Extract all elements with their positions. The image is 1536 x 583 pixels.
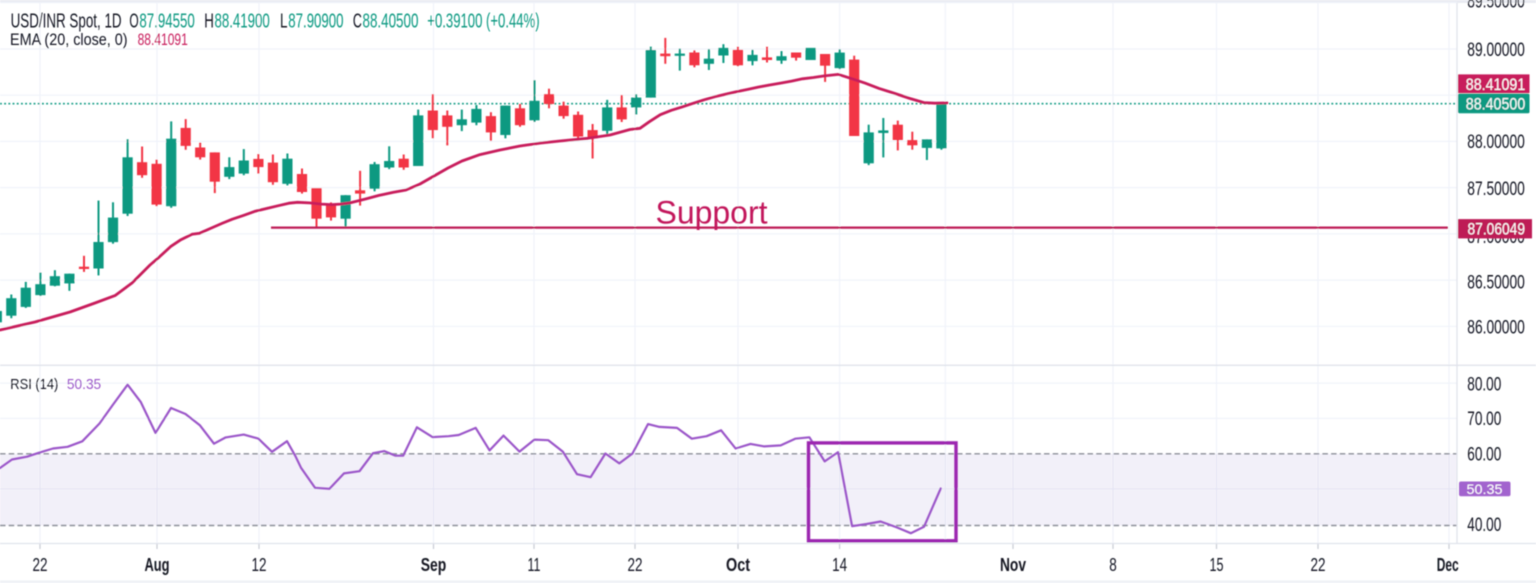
svg-text:87.90900: 87.90900 <box>288 11 343 33</box>
svg-text:Sep: Sep <box>421 555 447 575</box>
svg-text:88.40500: 88.40500 <box>1466 96 1526 114</box>
svg-text:70.00: 70.00 <box>1467 409 1501 430</box>
svg-text:L: L <box>280 11 288 33</box>
svg-text:22: 22 <box>1311 555 1326 575</box>
svg-text:Support: Support <box>656 194 768 230</box>
svg-text:Nov: Nov <box>1000 555 1026 575</box>
svg-text:USD/INR Spot, 1D: USD/INR Spot, 1D <box>11 11 122 33</box>
svg-text:88.41091: 88.41091 <box>1466 76 1526 94</box>
svg-text:H: H <box>204 11 214 33</box>
svg-text:11: 11 <box>528 555 541 575</box>
svg-text:22: 22 <box>33 555 48 575</box>
svg-text:50.35: 50.35 <box>67 377 101 393</box>
svg-text:80.00: 80.00 <box>1467 375 1501 396</box>
svg-text:88.41091: 88.41091 <box>138 31 188 49</box>
svg-text:C: C <box>353 11 362 33</box>
svg-text:60.00: 60.00 <box>1467 445 1501 466</box>
svg-text:O: O <box>129 11 138 33</box>
svg-text:22: 22 <box>628 555 643 575</box>
svg-text:87.50000: 87.50000 <box>1467 179 1525 200</box>
svg-text:88.40500: 88.40500 <box>363 11 419 33</box>
svg-text:RSI (14): RSI (14) <box>10 377 58 393</box>
svg-text:EMA (20, close, 0): EMA (20, close, 0) <box>10 31 128 49</box>
svg-text:89.00000: 89.00000 <box>1467 40 1525 61</box>
svg-text:88.00000: 88.00000 <box>1467 132 1525 153</box>
svg-text:88.41900: 88.41900 <box>215 11 270 33</box>
svg-text:+0.39100 (+0.44%): +0.39100 (+0.44%) <box>427 11 539 33</box>
svg-text:12: 12 <box>252 555 267 575</box>
svg-text:Aug: Aug <box>145 555 170 575</box>
svg-text:40.00: 40.00 <box>1467 515 1501 536</box>
svg-text:Oct: Oct <box>726 555 750 575</box>
svg-text:89.50000: 89.50000 <box>1467 0 1525 12</box>
svg-text:15: 15 <box>1210 555 1224 575</box>
svg-text:86.50000: 86.50000 <box>1467 273 1525 294</box>
svg-text:14: 14 <box>832 555 847 575</box>
svg-text:87.06049: 87.06049 <box>1468 220 1526 238</box>
svg-text:8: 8 <box>1109 555 1117 575</box>
svg-text:50.35: 50.35 <box>1467 481 1503 497</box>
svg-text:86.00000: 86.00000 <box>1467 317 1525 338</box>
svg-text:87.94550: 87.94550 <box>139 11 194 33</box>
svg-text:Dec: Dec <box>1437 555 1459 575</box>
